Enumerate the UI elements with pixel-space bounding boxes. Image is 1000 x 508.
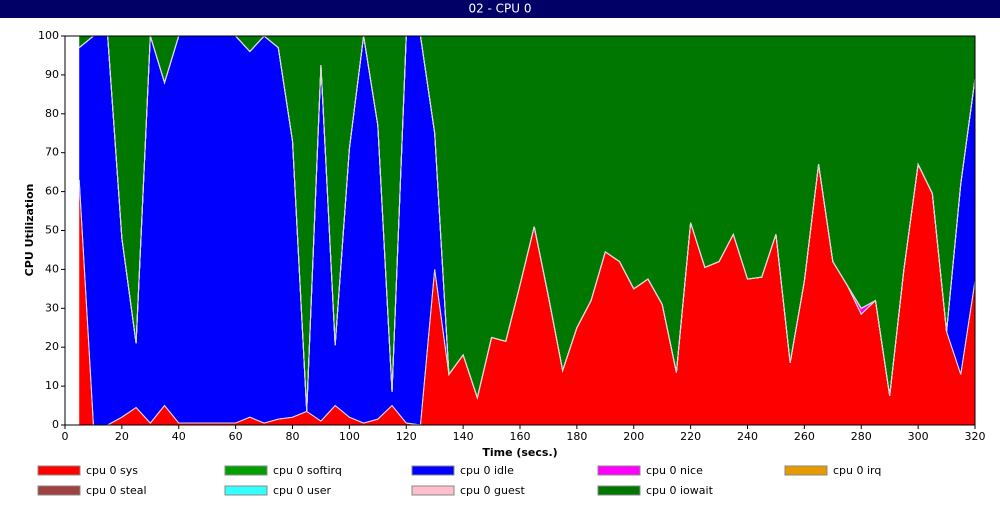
y-tick-label: 90 — [45, 68, 59, 81]
legend-swatch — [784, 465, 828, 476]
x-axis-label: Time (secs.) — [482, 446, 557, 459]
chart-title: 02 - CPU 0 — [468, 2, 531, 16]
title-bar — [0, 0, 1000, 18]
x-tick-label: 160 — [510, 430, 531, 443]
legend-label: cpu 0 guest — [460, 484, 525, 497]
x-tick-label: 300 — [908, 430, 929, 443]
area — [79, 36, 975, 425]
legend-swatch — [37, 485, 81, 496]
legend-label: cpu 0 softirq — [273, 464, 342, 477]
legend-swatch — [411, 465, 455, 476]
legend-label: cpu 0 sys — [86, 464, 138, 477]
y-tick-label: 50 — [45, 224, 59, 237]
y-axis-label: CPU Utilization — [23, 184, 36, 277]
legend-swatch — [597, 485, 641, 496]
x-tick-label: 140 — [453, 430, 474, 443]
y-tick-label: 100 — [38, 29, 59, 42]
x-tick-label: 120 — [396, 430, 417, 443]
x-tick-label: 180 — [566, 430, 587, 443]
x-tick-label: 200 — [623, 430, 644, 443]
y-tick-label: 0 — [52, 418, 59, 431]
y-tick-label: 60 — [45, 185, 59, 198]
legend-swatch — [411, 485, 455, 496]
legend-swatch — [224, 485, 268, 496]
x-tick-label: 280 — [851, 430, 872, 443]
legend-label: cpu 0 nice — [646, 464, 703, 477]
x-tick-label: 100 — [339, 430, 360, 443]
legend-label: cpu 0 iowait — [646, 484, 714, 497]
legend-label: cpu 0 idle — [460, 464, 514, 477]
y-tick-label: 20 — [45, 340, 59, 353]
x-tick-label: 320 — [965, 430, 986, 443]
x-tick-label: 0 — [62, 430, 69, 443]
legend-swatch — [597, 465, 641, 476]
x-tick-label: 40 — [172, 430, 186, 443]
y-tick-label: 10 — [45, 379, 59, 392]
x-tick-label: 220 — [680, 430, 701, 443]
x-tick-label: 80 — [286, 430, 300, 443]
x-tick-label: 260 — [794, 430, 815, 443]
area — [79, 164, 975, 425]
legend-label: cpu 0 user — [273, 484, 331, 497]
legend-swatch — [224, 465, 268, 476]
x-tick-label: 20 — [115, 430, 129, 443]
y-tick-label: 80 — [45, 107, 59, 120]
x-tick-label: 240 — [737, 430, 758, 443]
area — [79, 36, 975, 412]
y-tick-label: 30 — [45, 301, 59, 314]
legend-swatch — [37, 465, 81, 476]
legend-label: cpu 0 irq — [833, 464, 881, 477]
legend-label: cpu 0 steal — [86, 484, 147, 497]
y-tick-label: 40 — [45, 262, 59, 275]
y-tick-label: 70 — [45, 146, 59, 159]
x-tick-label: 60 — [229, 430, 243, 443]
